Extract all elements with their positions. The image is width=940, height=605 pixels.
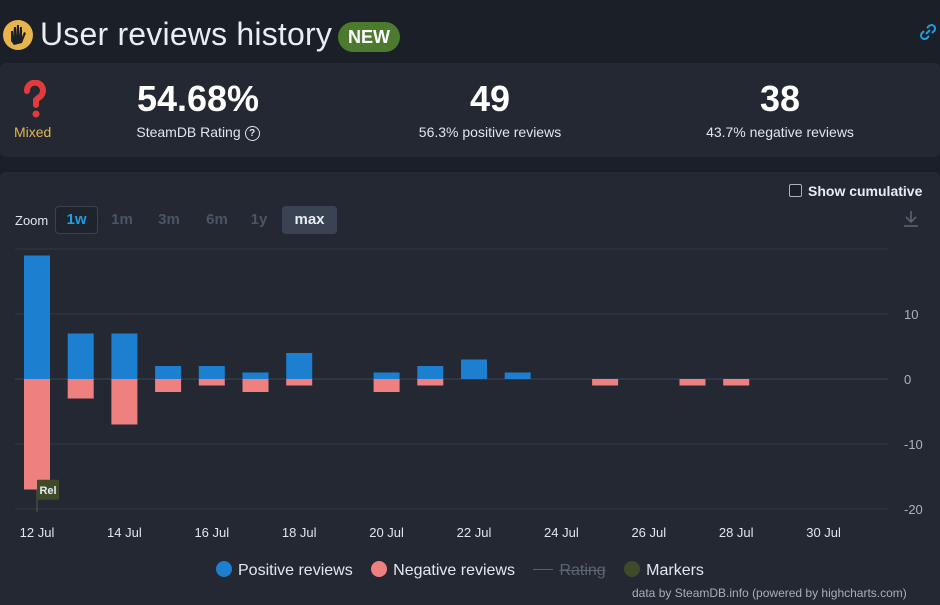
marker-flag <box>37 479 59 500</box>
negative-count: 38 <box>759 78 801 119</box>
x-tick-label: 14 Jul <box>107 525 142 540</box>
reviews-chart: 10 0 -10 -20 Rel 12 Jul 14 Jul 16 Jul 18 Jul 20 J… <box>15 248 923 540</box>
legend-positive-swatch <box>216 561 232 577</box>
zoom-label: Zoom <box>15 213 49 228</box>
negative-bar <box>242 379 269 392</box>
y-tick-label: 0 <box>904 372 911 387</box>
legend-rating[interactable]: Rating <box>533 562 606 580</box>
x-tick-label: 30 Jul <box>806 525 841 540</box>
legend-markers[interactable]: Markers <box>624 561 704 580</box>
x-tick-label: 26 Jul <box>631 525 666 540</box>
positive-bar <box>242 372 269 379</box>
legend: Positive reviews Negative reviews Rating… <box>216 561 718 581</box>
checkbox[interactable] <box>789 184 802 197</box>
legend-negative-label: Negative reviews <box>393 562 515 579</box>
x-tick-label: 16 Jul <box>194 525 229 540</box>
page-title: User reviews history <box>40 16 333 52</box>
legend-rating-swatch <box>533 569 554 570</box>
positive-bar <box>198 366 225 379</box>
negative-bar <box>723 379 750 386</box>
negative-bar <box>24 379 50 490</box>
show-cumulative-toggle[interactable]: Show cumulative <box>789 183 922 199</box>
positive-bar <box>504 372 531 379</box>
rating-label: SteamDB Rating <box>136 124 241 140</box>
x-tick-label: 12 Jul <box>20 525 55 540</box>
positive-bar <box>24 255 50 379</box>
question-mark-icon <box>24 80 46 118</box>
hand-logo-icon <box>3 20 33 50</box>
zoom-1y-button[interactable]: 1y <box>250 211 268 228</box>
negative-bar <box>155 379 182 392</box>
negative-bar <box>592 379 619 386</box>
x-tick-label: 18 Jul <box>282 525 317 540</box>
negative-bar <box>198 379 225 386</box>
stats-panel <box>0 63 940 157</box>
x-tick-label: 28 Jul <box>719 525 754 540</box>
positive-bar <box>286 353 313 379</box>
positive-bar <box>67 333 94 379</box>
negative-bar <box>111 379 138 425</box>
legend-positive[interactable]: Positive reviews <box>216 561 353 580</box>
positive-label: 56.3% positive reviews <box>418 124 562 140</box>
negative-bar <box>67 379 94 399</box>
positive-bar <box>417 366 444 379</box>
positive-bar <box>111 333 138 379</box>
credit-text: data by SteamDB.info (powered by highcha… <box>632 586 907 600</box>
legend-positive-label: Positive reviews <box>238 562 353 579</box>
y-tick-label: -10 <box>904 437 923 452</box>
header: User reviews history NEW <box>0 0 940 62</box>
negative-bar <box>286 379 313 386</box>
new-badge: NEW <box>338 22 400 52</box>
download-icon[interactable] <box>901 209 921 229</box>
legend-negative-swatch <box>371 561 388 577</box>
positive-count: 49 <box>469 78 511 119</box>
rating-percent: 54.68% <box>136 78 260 119</box>
legend-markers-label: Markers <box>646 562 704 579</box>
negative-bar <box>373 379 400 392</box>
positive-bar <box>373 372 400 379</box>
show-cumulative-label: Show cumulative <box>808 183 923 199</box>
x-tick-label: 24 Jul <box>544 525 579 540</box>
link-icon[interactable] <box>918 22 938 42</box>
zoom-1m-button[interactable]: 1m <box>111 211 133 228</box>
positive-bar <box>461 359 487 379</box>
rating-word: Mixed <box>14 124 52 140</box>
zoom-1w-button[interactable]: 1w <box>55 206 98 234</box>
rating-label-wrap: SteamDB Rating? <box>118 124 278 141</box>
legend-rating-label: Rating <box>559 562 606 579</box>
negative-bar <box>679 379 706 386</box>
x-tick-label: 22 Jul <box>457 525 492 540</box>
legend-negative[interactable]: Negative reviews <box>371 561 515 580</box>
marker-label: Rel <box>39 485 56 497</box>
negative-bar <box>417 379 444 386</box>
zoom-3m-button[interactable]: 3m <box>158 211 180 228</box>
legend-markers-swatch <box>624 561 641 577</box>
x-tick-label: 20 Jul <box>369 525 404 540</box>
negative-label: 43.7% negative reviews <box>706 124 854 140</box>
y-tick-label: -20 <box>904 502 923 517</box>
y-tick-label: 10 <box>904 307 918 322</box>
positive-bar <box>155 366 182 379</box>
zoom-6m-button[interactable]: 6m <box>206 211 228 228</box>
zoom-max-button[interactable]: max <box>282 206 337 234</box>
help-icon[interactable]: ? <box>244 126 260 141</box>
